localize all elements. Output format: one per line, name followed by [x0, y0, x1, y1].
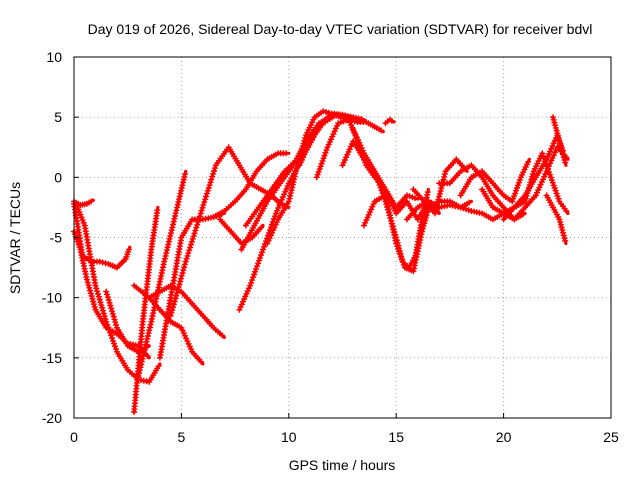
data-series	[71, 108, 570, 415]
series-points	[156, 211, 225, 361]
series-points	[522, 150, 570, 214]
x-tick-label: 20	[496, 429, 512, 445]
x-tick-label: 15	[388, 429, 404, 445]
series-points	[73, 200, 162, 385]
y-tick-labels: -20 -15 -10 -5 0 5 10	[42, 49, 79, 426]
y-tick-label: 0	[54, 169, 62, 185]
series-points	[135, 171, 188, 379]
x-tick-label: 0	[70, 429, 78, 445]
y-tick-label: 10	[46, 49, 62, 65]
series-points	[361, 192, 433, 275]
series-points	[131, 207, 161, 415]
y-tick-label: 5	[54, 109, 62, 125]
y-tick-label: -5	[50, 230, 63, 246]
x-tick-label: 5	[178, 429, 186, 445]
chart-title: Day 019 of 2026, Sidereal Day-to-day VTE…	[88, 21, 593, 37]
x-tick-label: 10	[281, 429, 297, 445]
series-track-31	[522, 150, 570, 215]
series-points	[382, 116, 395, 127]
series-points	[457, 158, 532, 205]
series-track-18	[296, 110, 366, 169]
series-points	[210, 150, 290, 220]
series-track-8	[146, 282, 226, 339]
series-track-12	[210, 150, 291, 220]
series-points	[550, 114, 569, 166]
y-tick-label: -20	[42, 410, 62, 426]
x-axis-label: GPS time / hours	[289, 457, 396, 473]
series-track-23	[382, 116, 396, 127]
series-points	[543, 192, 569, 244]
series-track-29	[479, 144, 570, 223]
series-points	[479, 144, 570, 223]
series-track-3	[73, 200, 162, 385]
series-track-28	[457, 157, 532, 205]
series-track-9	[135, 169, 188, 379]
series-track-33	[550, 114, 569, 167]
x-tick-label: 25	[603, 429, 619, 445]
y-axis-label: SDTVAR / TECUs	[7, 182, 23, 294]
series-track-22	[361, 192, 433, 275]
series-track-32	[543, 192, 569, 246]
series-track-6	[131, 205, 161, 415]
x-tick-labels: 0 5 10 15 20 25	[70, 413, 619, 445]
series-points	[296, 110, 365, 169]
y-tick-label: -10	[42, 290, 62, 306]
y-tick-label: -15	[42, 350, 62, 366]
